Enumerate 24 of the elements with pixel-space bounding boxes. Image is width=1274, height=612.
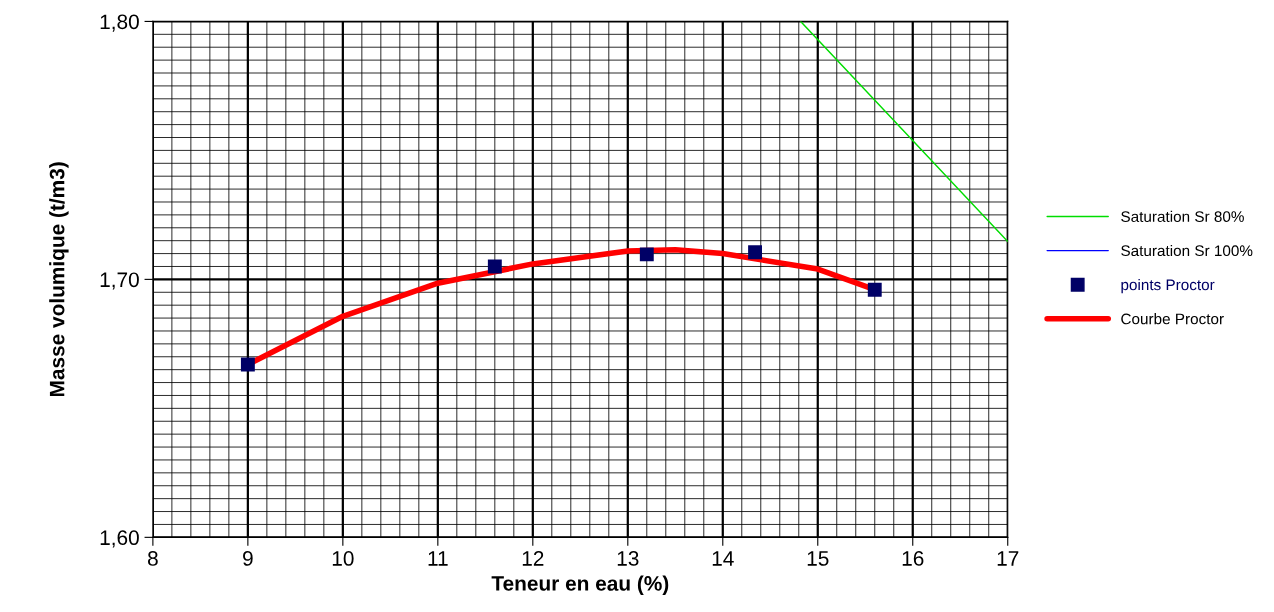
legend-label: Courbe Proctor	[1121, 313, 1224, 325]
point	[240, 357, 255, 372]
point	[639, 247, 654, 262]
x-tick-label: 11	[428, 551, 448, 566]
point	[867, 282, 882, 297]
x-tick-label: 10	[332, 551, 354, 566]
y-tick-label: 1,60	[100, 530, 139, 548]
x-tick-label: 14	[712, 551, 734, 566]
text: points Proctor	[1121, 278, 1215, 294]
x-tick-label: 9	[243, 551, 253, 566]
x-tick-label: 12	[522, 551, 544, 566]
x-tick-label: 15	[807, 551, 829, 566]
point	[487, 259, 502, 274]
y-axis-title: Masse volumique (t/m3)	[49, 162, 69, 397]
legend-label: Saturation Sr 80%	[1121, 210, 1244, 223]
y-tick-label: 1,70	[100, 272, 139, 290]
x-tick-label: 17	[997, 551, 1019, 566]
point	[748, 245, 763, 260]
x-tick-label: 16	[902, 551, 924, 566]
legend-label: Saturation Sr 100%	[1121, 244, 1253, 257]
y-tick-label: 1,80	[100, 14, 139, 32]
x-tick-label: 8	[147, 551, 158, 566]
x-axis-title: Teneur en eau (%)	[491, 575, 669, 595]
x-tick-label: 13	[617, 551, 639, 566]
